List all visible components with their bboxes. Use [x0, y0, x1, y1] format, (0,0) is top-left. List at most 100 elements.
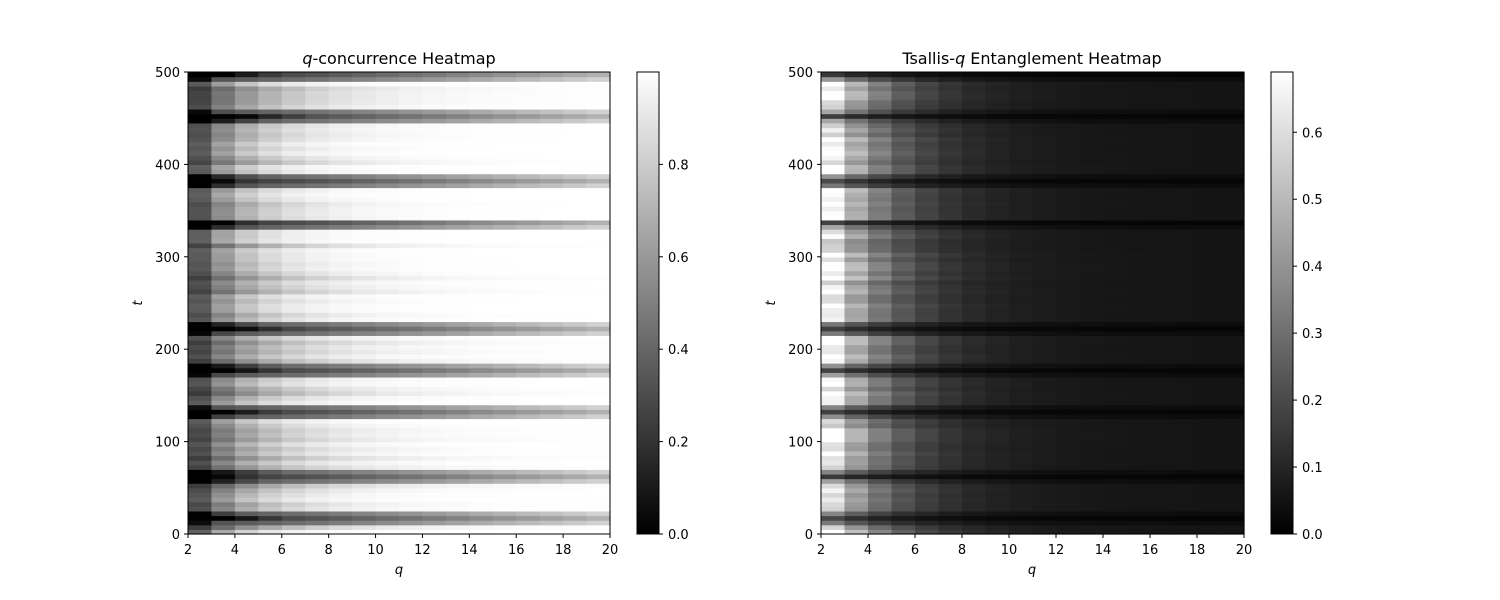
heatmap-cell — [891, 238, 916, 244]
heatmap-cell — [492, 261, 517, 267]
heatmap-cell — [891, 210, 916, 216]
heatmap-cell — [281, 261, 306, 267]
heatmap-cell — [445, 455, 470, 461]
heatmap-cell — [1150, 72, 1175, 78]
heatmap-cell — [1032, 312, 1057, 318]
heatmap-cell — [821, 376, 846, 383]
heatmap-cell — [938, 173, 963, 179]
heatmap-cell — [469, 427, 494, 433]
heatmap-cell — [962, 261, 987, 267]
heatmap-cell — [445, 210, 470, 216]
heatmap-cell — [281, 339, 306, 346]
heatmap-cell — [492, 436, 517, 443]
heatmap-cell — [563, 279, 588, 286]
x-tick-label: 2 — [817, 543, 825, 558]
heatmap-cell — [1173, 423, 1198, 429]
heatmap-cell — [1126, 335, 1151, 341]
heatmap-cell — [1197, 404, 1222, 410]
heatmap-cell — [234, 90, 259, 96]
heatmap-cell — [516, 483, 541, 489]
heatmap-cell — [1009, 113, 1034, 119]
heatmap-cell — [469, 307, 494, 313]
heatmap-cell — [1079, 99, 1104, 105]
heatmap-cell — [375, 256, 400, 263]
heatmap-cell — [445, 108, 470, 115]
heatmap-cell — [1056, 242, 1081, 249]
heatmap-cell — [868, 141, 893, 147]
heatmap-cell — [422, 358, 447, 364]
heatmap-cell — [844, 303, 869, 309]
heatmap-cell — [258, 90, 283, 96]
heatmap-cell — [1220, 529, 1245, 535]
heatmap-cell — [211, 483, 236, 489]
heatmap-cell — [821, 256, 846, 263]
heatmap-cell — [1009, 316, 1034, 323]
colorbar-tick-label: 0.0 — [668, 528, 689, 543]
heatmap-cell — [305, 256, 330, 263]
heatmap-cell — [281, 76, 306, 82]
heatmap-cell — [258, 238, 283, 244]
heatmap-cell — [445, 321, 470, 327]
heatmap-cell — [1126, 510, 1151, 517]
heatmap-cell — [868, 279, 893, 286]
heatmap-cell — [1103, 169, 1128, 175]
heatmap-cell — [938, 238, 963, 244]
heatmap-cell — [563, 201, 588, 207]
heatmap-cell — [962, 155, 987, 161]
heatmap-cell — [375, 252, 400, 258]
heatmap-cell — [1197, 164, 1222, 170]
heatmap-cell — [492, 141, 517, 147]
heatmap-cell — [422, 469, 447, 475]
heatmap-cell — [445, 169, 470, 175]
heatmap-cell — [234, 279, 259, 286]
heatmap-cell — [211, 358, 236, 364]
heatmap-cell — [1079, 238, 1104, 244]
heatmap-cell — [375, 312, 400, 318]
heatmap-cell — [821, 127, 846, 133]
heatmap-cell — [1032, 132, 1057, 138]
heatmap-cell — [1103, 510, 1128, 517]
heatmap-cell — [516, 118, 541, 124]
heatmap-cell — [1056, 141, 1081, 147]
heatmap-cell — [328, 455, 353, 461]
heatmap-cell — [188, 173, 213, 179]
heatmap-cell — [281, 441, 306, 447]
heatmap-cell — [821, 298, 846, 304]
heatmap-cell — [1220, 266, 1245, 272]
heatmap-cell — [234, 344, 259, 350]
heatmap-cell — [1103, 81, 1128, 87]
heatmap-cell — [422, 261, 447, 267]
x-tick-label: 12 — [414, 543, 431, 558]
heatmap-cell — [915, 224, 940, 230]
heatmap-cell — [469, 252, 494, 258]
heatmap-cell — [938, 446, 963, 452]
heatmap-cell — [1009, 339, 1034, 346]
heatmap-cell — [469, 229, 494, 235]
heatmap-cell — [1173, 233, 1198, 239]
heatmap-cell — [1150, 335, 1175, 341]
heatmap-cell — [234, 164, 259, 170]
heatmap-cell — [328, 136, 353, 142]
heatmap-cell — [281, 460, 306, 466]
heatmap-cell — [821, 427, 846, 433]
heatmap-cell — [962, 284, 987, 290]
heatmap-cell — [188, 381, 213, 387]
heatmap-cell — [445, 423, 470, 429]
heatmap-cell — [188, 201, 213, 207]
heatmap-cell — [586, 497, 611, 503]
heatmap-cell — [375, 169, 400, 175]
heatmap-cell — [1079, 326, 1104, 332]
heatmap-cell — [352, 455, 377, 461]
heatmap-cell — [868, 404, 893, 410]
heatmap-cell — [821, 432, 846, 438]
heatmap-cell — [258, 85, 283, 92]
heatmap-cell — [891, 229, 916, 235]
heatmap-cell — [1032, 145, 1057, 152]
heatmap-cell — [1032, 492, 1057, 498]
heatmap-cell — [516, 339, 541, 346]
heatmap-cell — [962, 307, 987, 313]
heatmap-cell — [1079, 122, 1104, 129]
heatmap-cell — [281, 409, 306, 415]
heatmap-cell — [844, 155, 869, 161]
heatmap-cell — [1220, 344, 1245, 350]
